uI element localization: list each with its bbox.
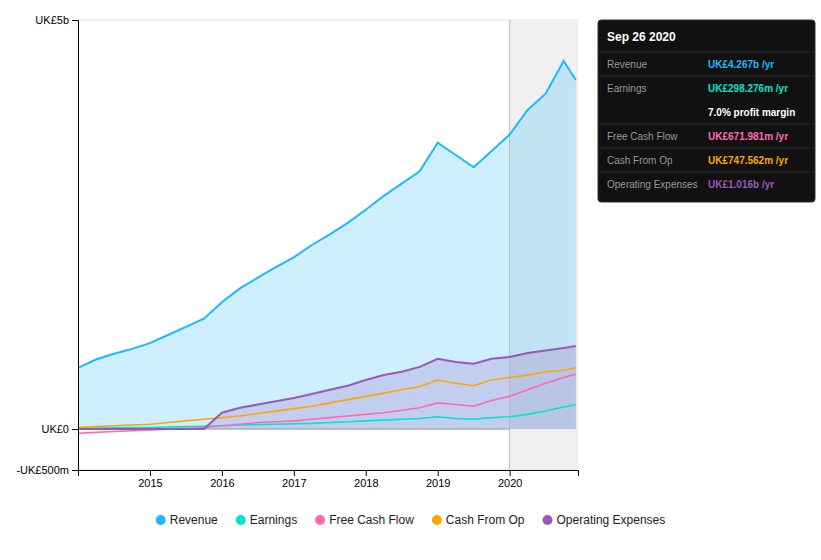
- tick-mark: [72, 429, 78, 430]
- legend: Revenue Earnings Free Cash Flow Cash From O…: [156, 513, 666, 527]
- series-area: [78, 61, 576, 429]
- highlight-boundary: [509, 20, 510, 470]
- series-line: [78, 61, 576, 368]
- tooltip-title: Sep 26 2020: [607, 30, 676, 44]
- legend-item: Free Cash Flow: [315, 513, 414, 527]
- series-line: [78, 346, 576, 429]
- tick-label: 2015: [138, 477, 162, 489]
- tick: 2019: [426, 470, 450, 489]
- legend-marker: [543, 515, 553, 525]
- tooltip-value: UK£1.016b /yr: [708, 179, 774, 190]
- tick-mark: [294, 470, 295, 476]
- tick-label: 2016: [210, 477, 234, 489]
- grid: [78, 20, 578, 470]
- series-line: [78, 405, 576, 429]
- tooltip-value: UK£747.562m /yr: [708, 155, 788, 166]
- tooltip-value: UK£298.276m /yr: [708, 83, 788, 94]
- tick-mark: [150, 470, 151, 476]
- legend-marker: [432, 515, 442, 525]
- legend-item: Cash From Op: [432, 513, 525, 527]
- axis-line: [72, 21, 79, 471]
- legend-item: Operating Expenses: [543, 513, 666, 527]
- tick-mark: [222, 470, 223, 476]
- tick-mark: [438, 470, 439, 476]
- legend-marker: [315, 515, 325, 525]
- tooltip-label: Operating Expenses: [607, 179, 698, 190]
- legend-label: Cash From Op: [446, 513, 525, 527]
- tick: 2015: [138, 470, 162, 489]
- tooltip-separator: [598, 124, 815, 125]
- chart: 2015 2016 2017 2018 2019 2020 UK£5b UK£0 -UK£500…: [0, 0, 821, 560]
- plot-area: [78, 20, 578, 470]
- tooltip-label: Cash From Op: [607, 155, 673, 166]
- tooltip: Sep 26 2020 Revenue UK£4.267b /yr Earnings U…: [598, 20, 815, 202]
- axis-line: [79, 471, 579, 477]
- legend-label: Earnings: [250, 513, 297, 527]
- x-axis: 2015 2016 2017 2018 2019 2020: [79, 470, 579, 489]
- tick-label: -UK£500m: [16, 464, 69, 476]
- legend-item: Revenue: [156, 513, 218, 527]
- tick-mark: [72, 470, 78, 471]
- grid-line: [78, 20, 578, 21]
- tick: 2016: [210, 470, 234, 489]
- tooltip-label: Free Cash Flow: [607, 131, 678, 142]
- tooltip-box: [598, 20, 815, 202]
- tick-label: 2018: [354, 477, 378, 489]
- legend-label: Free Cash Flow: [329, 513, 414, 527]
- tick: UK£5b: [35, 14, 78, 26]
- legend-label: Operating Expenses: [557, 513, 666, 527]
- legend-marker: [156, 515, 166, 525]
- tooltip-label: Revenue: [607, 59, 647, 70]
- legend-label: Revenue: [170, 513, 218, 527]
- tooltip-separator: [598, 172, 815, 173]
- tick-label: 2019: [426, 477, 450, 489]
- series-area: [78, 346, 576, 429]
- y-axis: UK£5b UK£0 -UK£500m: [16, 14, 78, 476]
- legend-marker: [236, 515, 246, 525]
- tooltip-value: UK£4.267b /yr: [708, 59, 774, 70]
- tick-mark: [366, 470, 367, 476]
- tick: 2017: [282, 470, 306, 489]
- tick-mark: [72, 20, 78, 21]
- tick: 2018: [354, 470, 378, 489]
- tooltip-separator: [598, 76, 815, 77]
- tick: UK£0: [41, 423, 78, 435]
- tooltip-value: 7.0% profit margin: [708, 107, 795, 118]
- tick-label: UK£5b: [35, 14, 69, 26]
- tooltip-separator: [598, 148, 815, 149]
- tick: 2020: [498, 470, 522, 489]
- tooltip-separator: [598, 52, 815, 53]
- legend-item: Earnings: [236, 513, 297, 527]
- series-line: [78, 368, 576, 428]
- tick-label: 2020: [498, 477, 522, 489]
- tooltip-value: UK£671.981m /yr: [708, 131, 788, 142]
- tick-label: 2017: [282, 477, 306, 489]
- tick-mark: [510, 470, 511, 476]
- tooltip-label: Earnings: [607, 83, 646, 94]
- tick: -UK£500m: [16, 464, 78, 476]
- tick-label: UK£0: [41, 423, 69, 435]
